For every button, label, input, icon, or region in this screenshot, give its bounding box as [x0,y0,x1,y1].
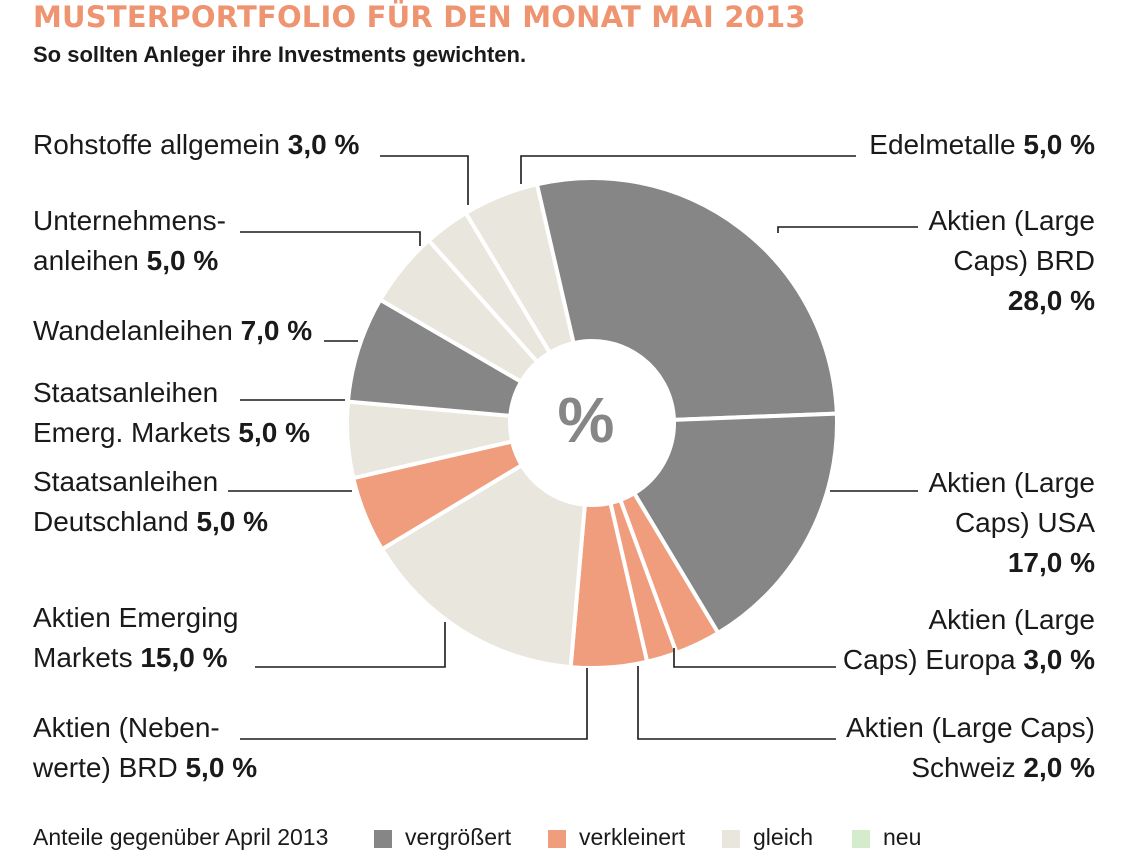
slice-value: 28,0 % [1007,285,1095,316]
legend-title: Anteile gegenüber April 2013 [33,824,329,850]
legend-label: neu [883,824,922,850]
slice-label-text: Aktien (Large [928,604,1095,635]
slice-value: 5,0 % [185,752,258,783]
legend-swatch-gleich [722,830,740,848]
slice-label-text: Deutschland [33,506,189,537]
leader-lines [228,155,918,740]
slice-label-text: Caps) BRD [953,245,1095,276]
legend-swatch-vergroessert [374,830,392,848]
pie-slices [345,176,839,670]
slice-label-unternehmens-anleihen: Unternehmens-anleihen 5,0 % [33,201,226,281]
slice-value: 15,0 % [140,642,228,673]
slice-label-text: Staatsanleihen [33,466,219,497]
legend-swatch-verkleinert [548,830,566,848]
slice-label-text: Staatsanleihen [33,377,219,408]
slice-value: 2,0 % [1023,752,1095,783]
slice-label-aktien-large-caps-europa: Aktien (Large Caps) Europa 3,0 % [843,600,1095,680]
chart-subtitle: So sollten Anleger ihre Investments gewi… [33,42,527,67]
slice-value: 7,0 % [240,315,313,346]
slice-value: 3,0 % [287,129,360,160]
leader-line-aktien-large-caps-schweiz [637,666,836,740]
slice-label-text: Aktien (Large [928,205,1095,236]
slice-label-text: Markets [33,642,133,673]
slice-label-aktien-large-caps-usa: Aktien (Large Caps) USA 17,0 % [928,463,1095,583]
slice-label-aktien-emerging-markets: Aktien Emerging Markets 15,0 % [33,598,238,678]
slice-label-text: Edelmetalle [869,129,1016,160]
leader-line-aktien-neben-werte-brd [240,668,588,740]
leader-line-edelmetalle [520,155,856,184]
slice-label-text: werte) BRD [33,752,178,783]
pie-slice-edelmetalle [463,182,576,355]
slice-value: 3,0 % [1023,644,1095,675]
pie-slice-aktien-emerging-markets [379,463,587,670]
slice-label-text: Wandelanleihen [33,315,233,346]
slice-label-text: Aktien Emerging [33,602,239,633]
leader-line-aktien-large-caps-brd [777,226,918,233]
slice-label-text: Aktien (Large Caps) [845,712,1095,743]
slice-label-text: Unternehmens- [33,205,226,236]
slice-label-text: Rohstoffe allgemein [33,129,280,160]
slice-label-text: Aktien (Neben- [33,712,220,743]
legend-label: vergrößert [405,824,512,850]
slice-label-text: Caps) Europa [842,644,1016,675]
leader-line-unternehmens-anleihen [240,231,421,246]
slice-value: 5,0 % [1023,129,1095,160]
slice-label-staatsanleihen-deutschland: Staatsanleihen Deutschland 5,0 % [33,462,268,542]
slice-label-edelmetalle: Edelmetalle 5,0 % [869,125,1095,165]
pie-slice-aktien-large-caps-brd [534,176,839,422]
slice-value: 5,0 % [238,417,310,448]
slice-label-text: Schweiz [911,752,1016,783]
chart-title: MUSTERPORTFOLIO FÜR DEN MONAT MAI 2013 [33,0,806,34]
leader-line-aktien-emerging-markets [255,622,446,668]
slice-value: 5,0 % [146,245,219,276]
leader-line-rohstoffe-allgemein [380,155,469,205]
slice-label-text: Aktien (Large [928,467,1095,498]
slice-label-aktien-large-caps-brd: Aktien (Large Caps) BRD 28,0 % [928,201,1095,321]
legend-label: gleich [753,824,814,850]
slice-value: 5,0 % [196,506,269,537]
slice-label-text: anleihen [33,245,139,276]
slice-label-rohstoffe-allgemein: Rohstoffe allgemein 3,0 % [33,125,359,165]
slice-label-aktien-neben-werte-brd: Aktien (Neben-werte) BRD 5,0 % [33,708,257,788]
slice-label-text: Caps) USA [954,507,1095,538]
pie-slice-aktien-large-caps-usa [632,411,839,636]
legend-swatch-neu [852,830,870,848]
slice-value: 17,0 % [1007,547,1095,578]
slice-label-aktien-large-caps-schweiz: Aktien (Large Caps) Schweiz 2,0 % [846,708,1095,788]
legend-label: verkleinert [579,824,686,850]
leader-line-aktien-large-caps-europa [673,648,836,668]
center-percent-label: % [558,384,615,456]
slice-label-text: Emerg. Markets [33,417,231,448]
slice-label-wandelanleihen: Wandelanleihen 7,0 % [33,311,312,351]
slice-label-staatsanleihen-emerg-markets: Staatsanleihen Emerg. Markets 5,0 % [33,373,310,453]
